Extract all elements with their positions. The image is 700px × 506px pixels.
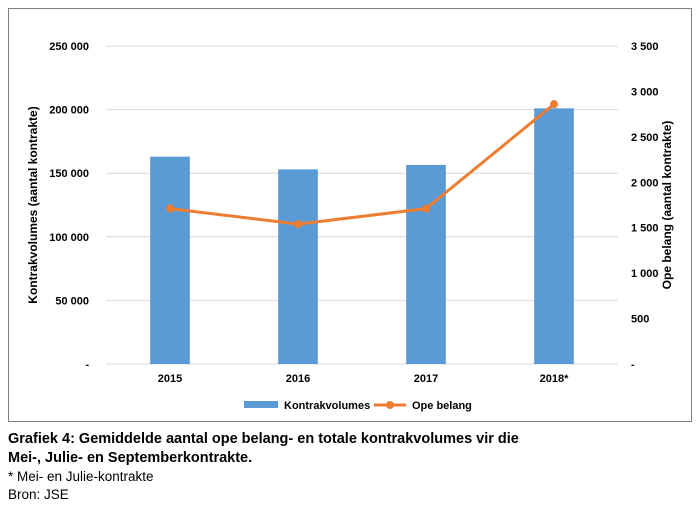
y2-tick-label: 500 [631,314,649,326]
point-ope-belang-2016 [294,220,302,229]
y2-tick-label: 2 500 [631,132,659,144]
x-tick-label: 2016 [286,373,310,385]
caption-footnote: * Mei- en Julie-kontrakte [8,469,154,484]
y-tick-label: 50 000 [55,295,89,307]
bar-series [150,108,574,364]
y2-tick-label: 3 500 [631,41,659,53]
y-tick-label: 200 000 [49,105,89,117]
y-tick-label: 250 000 [49,41,89,53]
combo-chart: - 50 000 100 000 150 000 200 000 250 000 - 500 1… [26,41,674,412]
legend-label-kontrakvolumes: Kontrakvolumes [284,400,370,412]
bar-2018 [534,108,574,364]
legend-label-ope-belang: Ope belang [412,400,472,412]
y-axis-title: Kontrakvolumes (aantal kontrakte) [26,106,40,303]
y-tick-label: - [85,359,89,371]
chart-frame: - 50 000 100 000 150 000 200 000 250 000 - 500 1… [8,8,692,422]
caption-title-line-2: Mei-, Julie- en Septemberkontrakte. [8,450,253,466]
figure-caption: Grafiek 4: Gemiddelde aantal ope belang-… [8,430,692,504]
line-series [166,100,558,229]
legend-swatch-kontrakvolumes [244,401,278,408]
y-tick-label: 100 000 [49,232,89,244]
caption-title-line-1: Grafiek 4: Gemiddelde aantal ope belang-… [8,431,519,447]
y-tick-label: 150 000 [49,168,89,180]
y2-axis-title: Ope belang (aantal kontrakte) [660,121,674,290]
bar-2017 [406,164,446,364]
bar-2016 [278,169,318,364]
y2-tick-label: 2 000 [631,177,659,189]
x-tick-label: 2018* [540,373,569,385]
point-ope-belang-2015 [166,204,174,213]
tick-labels: - 50 000 100 000 150 000 200 000 250 000 - 500 1… [49,41,658,385]
x-tick-label: 2017 [414,373,438,385]
bar-2015 [150,156,190,364]
y2-tick-label: 1 500 [631,223,659,235]
legend: Kontrakvolumes Ope belang [244,400,472,412]
line-ope-belang [169,102,555,226]
y2-tick-label: 1 000 [631,268,659,280]
gridlines [106,45,618,365]
x-tick-label: 2015 [158,373,182,385]
point-ope-belang-2018 [550,100,558,109]
caption-source: Bron: JSE [8,487,69,502]
point-ope-belang-2017 [422,204,430,213]
y2-tick-label: - [631,359,635,371]
legend-marker-ope-belang [386,401,394,409]
y2-tick-label: 3 000 [631,86,659,98]
